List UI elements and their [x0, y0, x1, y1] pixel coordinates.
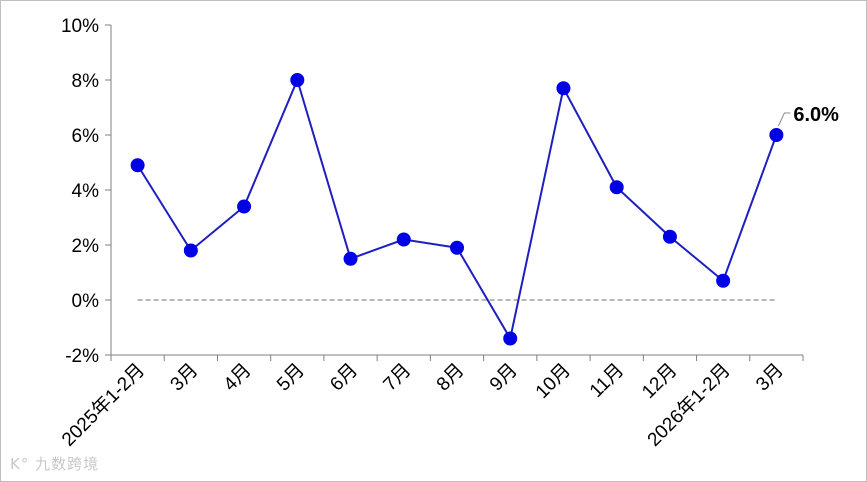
data-point [343, 251, 358, 266]
data-point [290, 73, 305, 87]
x-axis: 2025年1-2月 3月 4月 5月 6月 7月 8月 9月 10月 11月 12月2026年1-2… [57, 354, 804, 451]
x-tick-label: 2025年1-2月 [57, 359, 149, 451]
x-tick-label: 11月 [586, 360, 628, 402]
x-tick-label: 3月 [752, 360, 788, 396]
x-tick-label: 6月 [326, 360, 362, 396]
data-point [716, 273, 731, 288]
y-tick-label: -2% [65, 346, 99, 367]
data-point [503, 331, 518, 346]
callout-label: 6.0% [793, 104, 839, 126]
x-tick-label: 3月 [167, 360, 203, 396]
series-line [136, 79, 778, 340]
data-point [450, 240, 464, 255]
data-point [130, 158, 145, 173]
y-axis: -2% 0% 2% 4% 6% 8% 10% [61, 16, 112, 367]
data-point [662, 229, 677, 244]
y-tick-label: 0% [72, 291, 100, 312]
y-tick-label: 2% [72, 236, 100, 257]
x-tick-label: 8月 [433, 360, 469, 396]
x-tick-label: 7月 [380, 360, 416, 396]
series [130, 73, 784, 346]
data-point [396, 232, 411, 247]
y-tick-label: 10% [61, 16, 99, 37]
callout-leader [777, 112, 791, 127]
x-tick-label: 4月 [220, 360, 256, 396]
data-point [183, 243, 198, 258]
watermark: K° 九数跨境 [10, 455, 100, 473]
x-tick-label: 12月 [638, 360, 681, 403]
data-point [556, 81, 571, 96]
annotation: 6.0% [777, 104, 839, 127]
x-tick-label: 9月 [486, 360, 522, 396]
y-tick-label: 4% [72, 181, 100, 202]
y-tick-label: 6% [72, 126, 100, 147]
y-tick-label: 8% [72, 71, 100, 92]
data-point [609, 180, 624, 195]
x-tick-label: 5月 [273, 360, 309, 396]
data-point [769, 128, 784, 142]
x-tick-label: 10月 [532, 360, 575, 403]
data-point [237, 199, 252, 214]
